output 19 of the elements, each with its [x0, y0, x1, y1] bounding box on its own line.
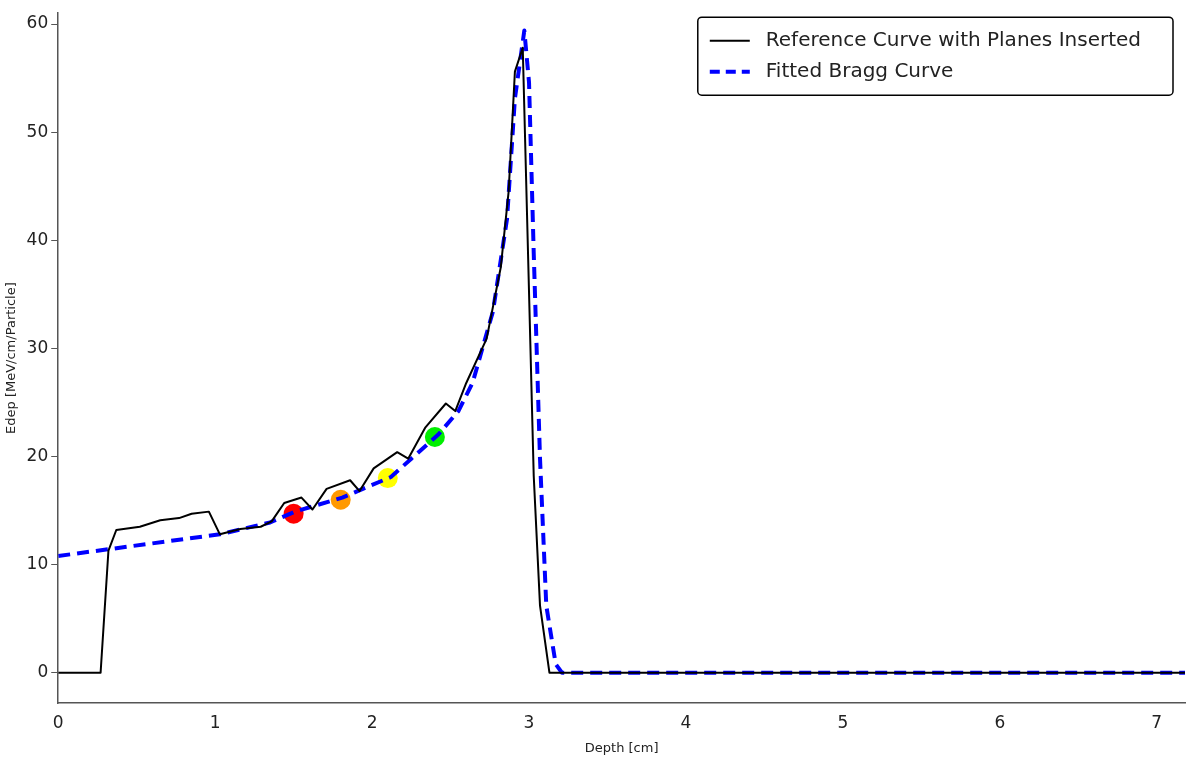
- y-tick-label: 40: [26, 228, 49, 249]
- x-tick-label: 2: [366, 711, 378, 732]
- x-tick-label: 5: [837, 711, 849, 732]
- x-axis-title: Depth [cm]: [584, 739, 659, 755]
- x-tick-label: 7: [1151, 711, 1163, 732]
- x-tick-label: 3: [523, 711, 535, 732]
- x-tick-label: 4: [680, 711, 692, 732]
- y-tick-label: 30: [26, 336, 49, 357]
- legend-label: Fitted Bragg Curve: [765, 57, 954, 82]
- y-tick-label: 60: [26, 12, 49, 33]
- x-tick-label: 1: [209, 711, 221, 732]
- y-axis-title: Edep [MeV/cm/Particle]: [3, 282, 19, 434]
- y-tick-label: 20: [26, 444, 49, 465]
- legend-label: Reference Curve with Planes Inserted: [765, 26, 1141, 51]
- y-tick-label: 10: [26, 553, 49, 574]
- y-tick-label: 50: [26, 120, 49, 141]
- x-tick-label: 0: [52, 711, 64, 732]
- x-tick-label: 6: [994, 711, 1006, 732]
- y-tick-label: 0: [37, 661, 49, 682]
